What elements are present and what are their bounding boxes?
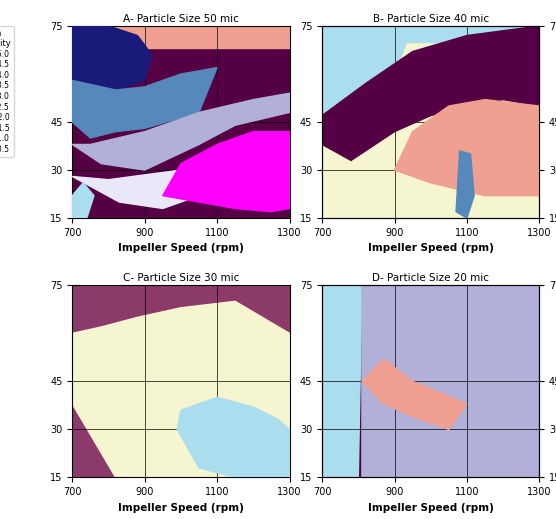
- Polygon shape: [456, 151, 474, 218]
- Polygon shape: [72, 26, 290, 218]
- Polygon shape: [322, 285, 362, 477]
- X-axis label: Impeller Speed (rpm): Impeller Speed (rpm): [118, 243, 244, 253]
- Polygon shape: [362, 285, 395, 477]
- Polygon shape: [395, 100, 539, 196]
- Polygon shape: [322, 26, 413, 122]
- Title: B- Particle Size 40 mic: B- Particle Size 40 mic: [373, 14, 489, 24]
- Polygon shape: [322, 26, 539, 218]
- Polygon shape: [72, 26, 290, 48]
- Polygon shape: [72, 285, 290, 477]
- Polygon shape: [322, 26, 539, 160]
- X-axis label: Impeller Speed (rpm): Impeller Speed (rpm): [118, 503, 244, 513]
- Polygon shape: [72, 26, 152, 90]
- Polygon shape: [72, 93, 290, 170]
- Polygon shape: [362, 359, 467, 429]
- Polygon shape: [72, 302, 290, 477]
- Title: A- Particle Size 50 mic: A- Particle Size 50 mic: [123, 14, 239, 24]
- Polygon shape: [163, 132, 290, 212]
- X-axis label: Impeller Speed (rpm): Impeller Speed (rpm): [368, 243, 494, 253]
- Polygon shape: [177, 398, 290, 477]
- Polygon shape: [362, 285, 539, 423]
- X-axis label: Impeller Speed (rpm): Impeller Speed (rpm): [368, 503, 494, 513]
- Polygon shape: [322, 285, 539, 477]
- Polygon shape: [453, 26, 539, 58]
- Polygon shape: [72, 183, 94, 218]
- Polygon shape: [72, 48, 145, 74]
- Title: C- Particle Size 30 mic: C- Particle Size 30 mic: [123, 273, 239, 283]
- Polygon shape: [72, 170, 217, 209]
- Polygon shape: [72, 74, 116, 100]
- Polygon shape: [395, 398, 539, 477]
- Title: D- Particle Size 20 mic: D- Particle Size 20 mic: [372, 273, 489, 283]
- Polygon shape: [322, 26, 539, 42]
- Legend: 4.5-5.0, 4.0-4.5, 3.5-4.0, 3.0-3.5, 2.5-3.0, 2.0-2.5, 1.5-2.0, 1.0-1.5, 0.5-1.0,: 4.5-5.0, 4.0-4.5, 3.5-4.0, 3.0-3.5, 2.5-…: [0, 26, 14, 157]
- Polygon shape: [72, 67, 217, 138]
